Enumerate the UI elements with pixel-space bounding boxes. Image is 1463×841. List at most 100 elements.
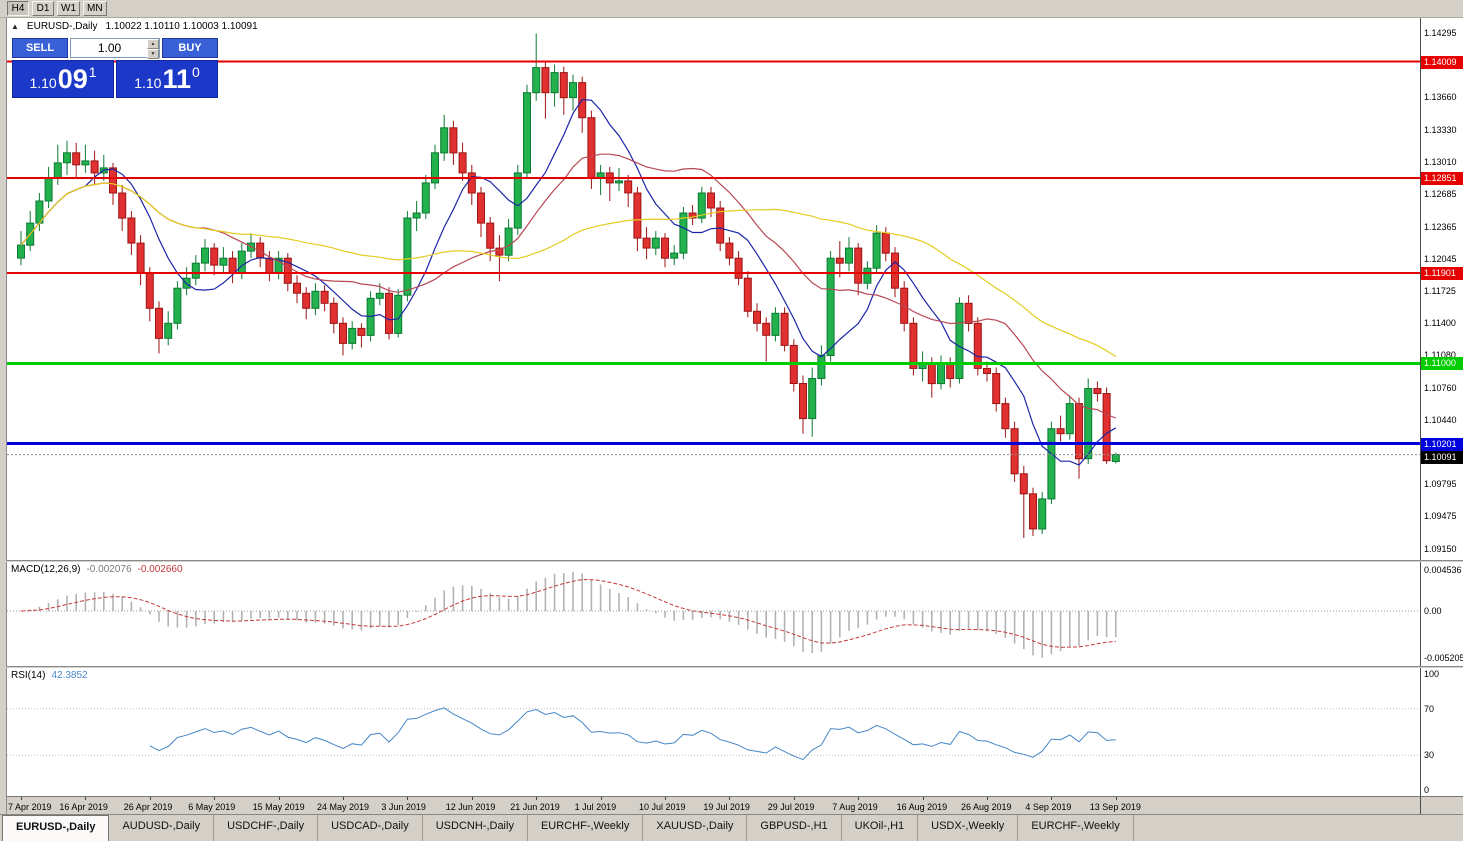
current-price-label: 1.10091	[1421, 450, 1463, 464]
price-tick: 1.09795	[1424, 479, 1457, 490]
date-label: 15 May 2019	[252, 802, 305, 812]
panel-divider[interactable]	[6, 666, 1463, 668]
rsi-tick: 0	[1424, 785, 1430, 795]
volume-up-icon[interactable]: ▲	[147, 39, 159, 49]
date-label: 29 Jul 2019	[767, 802, 815, 812]
rsi-tick: 100	[1424, 669, 1440, 679]
chart-tab-audusd-daily[interactable]: AUDUSD-,Daily	[109, 815, 215, 841]
date-label: 4 Sep 2019	[1025, 802, 1072, 812]
price-tick: 1.09150	[1424, 544, 1457, 554]
price-tick: 1.10760	[1424, 382, 1457, 393]
volume-field: ▲ ▼	[70, 38, 160, 59]
panel-divider[interactable]	[6, 560, 1463, 562]
date-label: 21 Jun 2019	[510, 802, 560, 812]
macd-label-row: MACD(12,26,9) -0.002076 -0.002660	[11, 564, 183, 575]
hline-price-label: 1.12851	[1421, 171, 1463, 185]
buy-price-display[interactable]: 1.10 11 0	[116, 60, 218, 98]
time-axis[interactable]: 7 Apr 2019 16 Apr 2019 26 Apr 2019 6 May 20…	[6, 796, 1420, 814]
rsi-panel[interactable]: RSI(14) 42.3852	[6, 668, 1420, 796]
time-tick	[343, 797, 344, 800]
chart-ohlc-values: 1.10022 1.10110 1.10003 1.10091	[105, 21, 258, 32]
timeframe-button-h4[interactable]: H4	[7, 1, 29, 16]
chart-tab-eurchf-weekly[interactable]: EURCHF-,Weekly	[528, 815, 644, 841]
timeframe-button-d1[interactable]: D1	[32, 1, 54, 16]
chart-tab-usdx-weekly[interactable]: USDX-,Weekly	[918, 815, 1019, 841]
macd-tick: -0.005205	[1424, 652, 1463, 663]
chart-tab-usdchf-daily[interactable]: USDCHF-,Daily	[214, 815, 319, 841]
price-tick: 1.13330	[1424, 124, 1457, 135]
hline-price-label: 1.11000	[1421, 357, 1463, 371]
date-label: 7 Apr 2019	[8, 802, 52, 812]
date-label: 26 Apr 2019	[123, 802, 173, 812]
hline-price-label: 1.14009	[1421, 55, 1463, 69]
chart-tabs-bar: EURUSD-,Daily AUDUSD-,Daily USDCHF-,Daily U…	[0, 814, 1463, 841]
main-chart-row: ▲ EURUSD-,Daily 1.10022 1.10110 1.10003 …	[6, 18, 1463, 560]
timeframe-button-w1[interactable]: W1	[57, 1, 80, 16]
time-tick	[85, 797, 87, 800]
macd-row: MACD(12,26,9) -0.002076 -0.002660 0.0045…	[6, 562, 1463, 666]
time-tick	[214, 797, 216, 800]
chart-workspace: ▲ EURUSD-,Daily 1.10022 1.10110 1.10003 …	[0, 18, 1463, 814]
rsi-row: RSI(14) 42.3852 100 70 30 0	[6, 668, 1463, 796]
chart-tab-xauusd-daily[interactable]: XAUUSD-,Daily	[643, 815, 748, 841]
rsi-scale[interactable]: 100 70 30 0	[1420, 668, 1463, 796]
candlestick-chart[interactable]	[7, 18, 1420, 560]
time-tick	[149, 797, 151, 800]
rsi-tick: 70	[1424, 703, 1435, 714]
time-tick	[278, 797, 280, 800]
price-tick: 1.09475	[1424, 511, 1457, 522]
buy-price-point: 0	[192, 64, 200, 80]
macd-label: MACD(12,26,9)	[11, 564, 81, 575]
time-axis-row: 7 Apr 2019 16 Apr 2019 26 Apr 2019 6 May 20…	[6, 796, 1463, 814]
time-tick	[600, 797, 602, 800]
timeframe-button-mn[interactable]: MN	[83, 1, 107, 16]
price-tick: 1.12045	[1424, 253, 1457, 264]
date-label: 24 May 2019	[317, 802, 370, 812]
macd-chart[interactable]	[7, 562, 1420, 666]
price-tick: 1.14295	[1424, 28, 1457, 38]
macd-tick: 0.004536	[1424, 565, 1462, 576]
macd-signal-value: -0.002660	[137, 564, 183, 575]
chart-tab-usdcad-daily[interactable]: USDCAD-,Daily	[318, 815, 423, 841]
volume-input[interactable]	[71, 39, 159, 57]
buy-price-pips: 11	[162, 64, 191, 94]
rsi-value: 42.3852	[51, 670, 88, 681]
buy-button[interactable]: BUY	[162, 38, 218, 58]
price-tick: 1.10440	[1424, 414, 1457, 425]
price-tick: 1.13010	[1424, 156, 1457, 167]
price-tick: 1.11725	[1424, 285, 1456, 296]
date-label: 26 Aug 2019	[961, 802, 1012, 812]
sell-button[interactable]: SELL	[12, 38, 68, 58]
macd-panel[interactable]: MACD(12,26,9) -0.002076 -0.002660	[6, 562, 1420, 666]
date-label: 10 Jul 2019	[639, 802, 686, 812]
time-tick	[1051, 797, 1053, 800]
chart-tab-usdcnh-daily[interactable]: USDCNH-,Daily	[423, 815, 528, 841]
time-tick	[922, 797, 924, 800]
date-label: 16 Aug 2019	[896, 802, 948, 812]
time-tick	[793, 797, 795, 800]
macd-scale[interactable]: 0.004536 0.00 -0.005205	[1420, 562, 1463, 666]
time-tick	[407, 797, 409, 800]
macd-main-value: -0.002076	[86, 564, 132, 575]
chart-tab-eurchf-weekly[interactable]: EURCHF-,Weekly	[1018, 815, 1134, 841]
rsi-label-row: RSI(14) 42.3852	[11, 670, 88, 681]
price-tick: 1.11400	[1424, 318, 1456, 329]
sell-price-display[interactable]: 1.10 09 1	[12, 60, 114, 98]
sell-price-point: 1	[88, 64, 97, 80]
main-chart-panel[interactable]: ▲ EURUSD-,Daily 1.10022 1.10110 1.10003 …	[6, 18, 1420, 560]
one-click-panel-toggle-icon[interactable]: ▲	[11, 22, 19, 31]
date-label: 13 Sep 2019	[1089, 802, 1141, 812]
chart-tab-gbpusd-h1[interactable]: GBPUSD-,H1	[747, 815, 842, 841]
price-scale[interactable]: 1.142951.139851.136601.133301.130101.126…	[1420, 18, 1463, 560]
price-tick: 1.12365	[1424, 221, 1457, 232]
rsi-tick: 30	[1424, 750, 1435, 761]
rsi-chart[interactable]	[7, 668, 1420, 796]
chart-tab-ukoil-h1[interactable]: UKOil-,H1	[842, 815, 919, 841]
volume-down-icon[interactable]: ▼	[147, 49, 159, 59]
hline-price-label: 1.11901	[1421, 267, 1463, 281]
chart-tab-eurusd-daily[interactable]: EURUSD-,Daily	[2, 815, 110, 841]
date-label: 16 Apr 2019	[59, 802, 108, 812]
chart-header: ▲ EURUSD-,Daily 1.10022 1.10110 1.10003 …	[11, 21, 258, 32]
sell-price-base: 1.10	[29, 75, 57, 91]
